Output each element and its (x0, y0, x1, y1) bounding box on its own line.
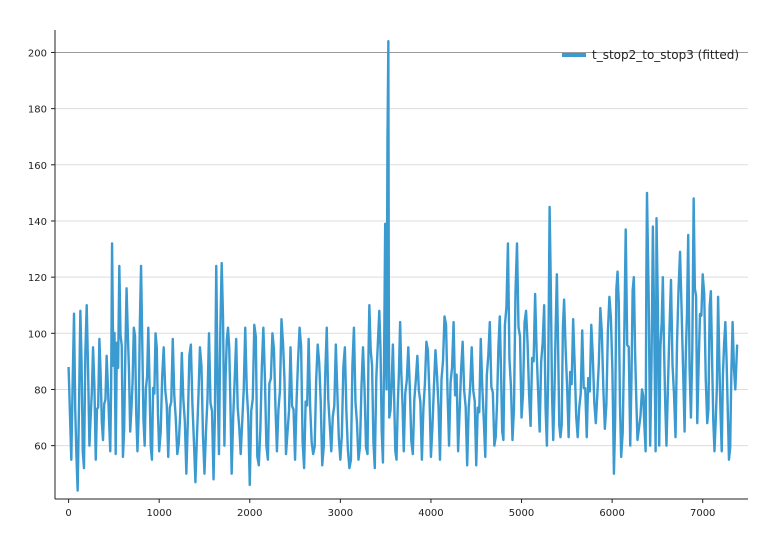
x-tick-label: 5000 (509, 508, 534, 519)
legend-label: t_stop2_to_stop3 (fitted) (592, 48, 739, 62)
x-tick-label: 2000 (237, 508, 262, 519)
y-tick-label: 200 (28, 48, 47, 59)
x-tick-label: 1000 (146, 508, 171, 519)
x-tick-label: 6000 (599, 508, 624, 519)
y-tick-label: 180 (28, 105, 47, 116)
y-tick-label: 140 (28, 217, 47, 228)
x-tick-label: 3000 (328, 508, 353, 519)
series-line (67, 40, 739, 492)
x-ticks: 0 1000 2000 3000 4000 5000 6000 7000 (65, 499, 715, 519)
x-tick-label: 4000 (418, 508, 443, 519)
y-tick-label: 100 (28, 329, 47, 340)
x-tick-label: 0 (65, 508, 71, 519)
y-tick-label: 60 (34, 442, 47, 453)
y-ticks: 60 80 100 120 140 160 180 200 (28, 48, 55, 453)
series-group (67, 40, 739, 492)
y-tick-label: 120 (28, 273, 47, 284)
y-tick-label: 80 (34, 385, 47, 396)
x-tick-label: 7000 (690, 508, 715, 519)
legend: t_stop2_to_stop3 (fitted) (562, 48, 739, 62)
y-tick-label: 160 (28, 161, 47, 172)
